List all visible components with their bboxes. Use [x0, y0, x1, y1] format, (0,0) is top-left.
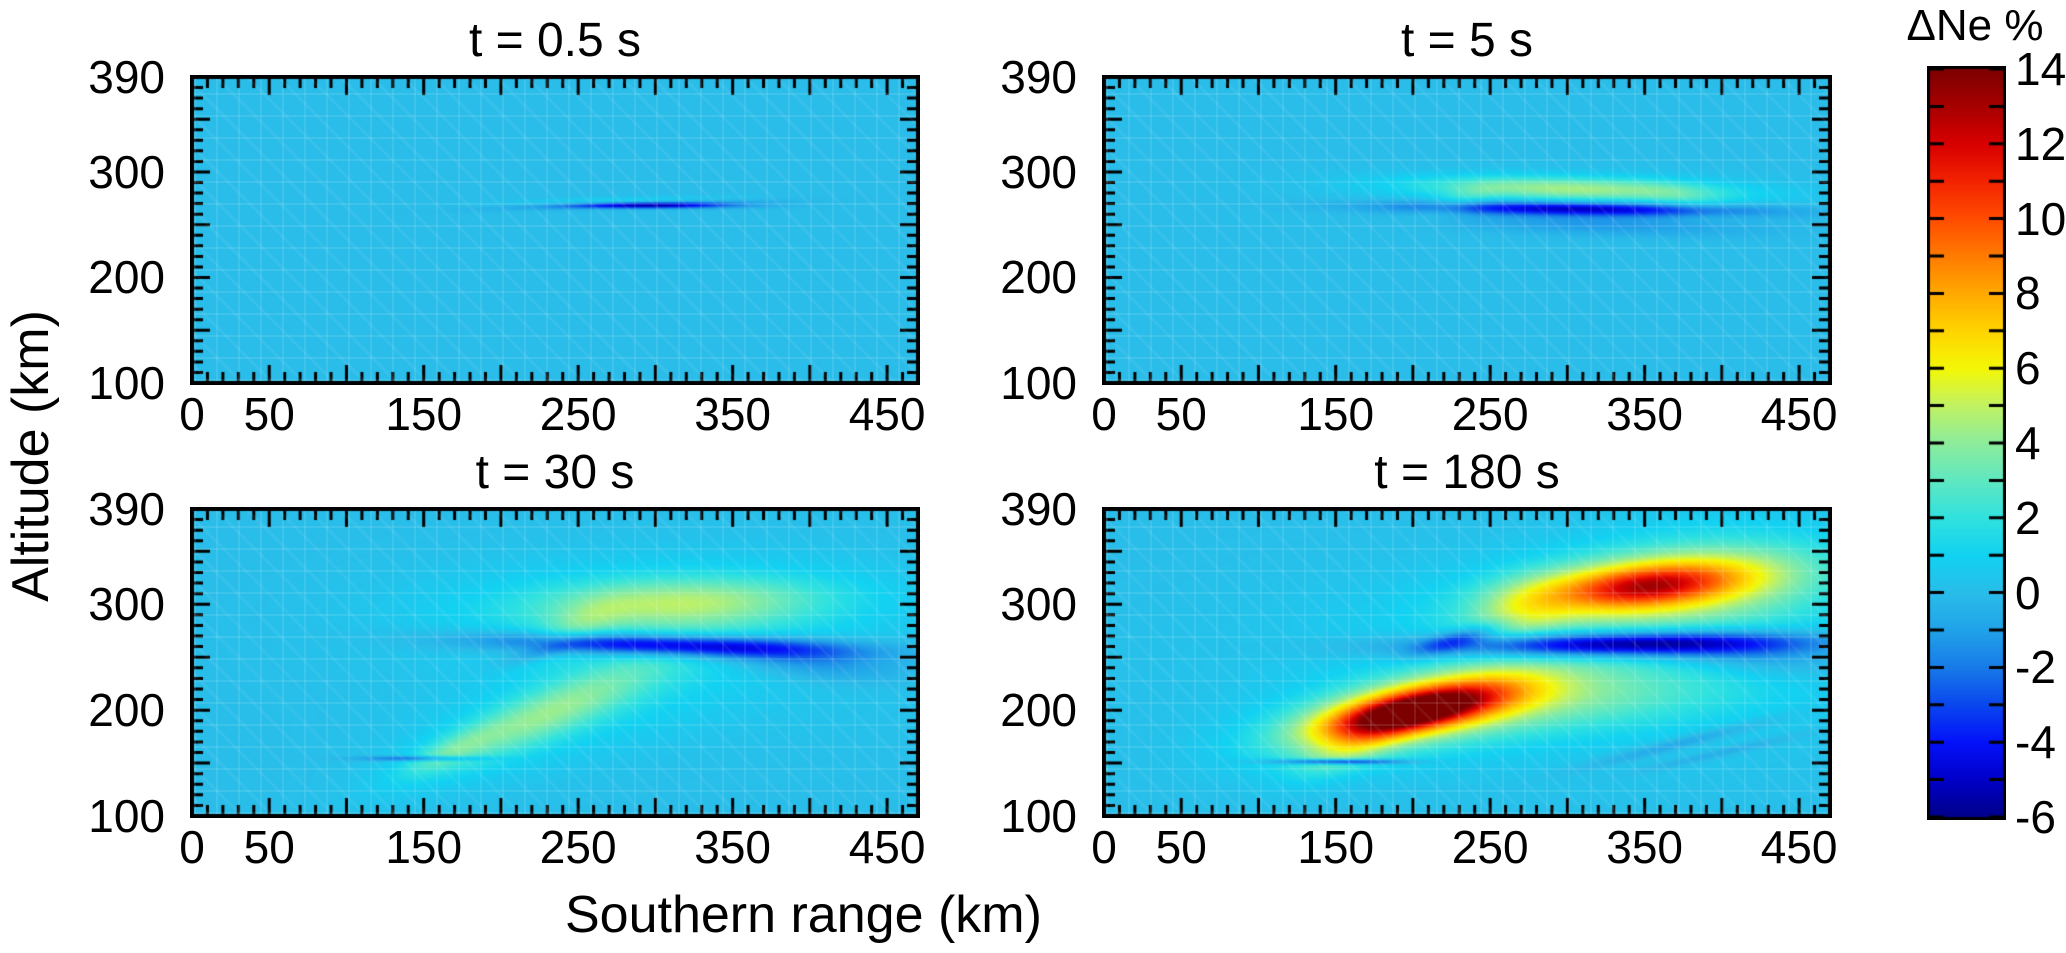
panel-t-180s: t = 180 s 0 50 150 250 350 450 390 300 200 100	[1000, 446, 1837, 870]
x-tick-label: 250	[1451, 388, 1529, 440]
x-tick-labels: 0 50 150 250 350 450	[1091, 385, 1837, 441]
y-tick-label: 100	[88, 790, 165, 842]
y-tick-label: 200	[88, 684, 165, 737]
x-tick-label: 50	[243, 388, 295, 440]
colorbar-tick-label: 2	[2015, 491, 2041, 544]
x-tick-labels: 0 50 150 250 350 450	[1091, 818, 1837, 874]
panel-t-0p5s: t = 0.5 s 0 50 150 250 350 450 390 300 200 100	[88, 14, 925, 437]
y-tick-label: 200	[1000, 251, 1077, 304]
x-tick-labels: 0 50 150 250 350 450	[179, 818, 925, 874]
colorbar-canvas	[1927, 66, 2006, 820]
y-tick-labels: 390 300 200 100	[25, 485, 175, 840]
y-tick-label: 390	[88, 483, 165, 535]
y-tick-labels: 390 300 200 100	[937, 53, 1087, 407]
x-tick-label: 150	[385, 388, 463, 440]
y-tick-label: 300	[1000, 145, 1077, 198]
x-tick-labels: 0 50 150 250 350 450	[179, 385, 925, 441]
colorbar-tick-label: -6	[2015, 791, 2056, 843]
x-tick-label: 450	[1760, 388, 1838, 440]
heatmap-canvas-t-0p5s	[190, 75, 920, 385]
x-tick-label: 250	[539, 388, 617, 440]
x-tick-label: 450	[848, 821, 926, 873]
x-tick-label: 450	[848, 388, 926, 440]
x-tick-label: 0	[1091, 388, 1117, 440]
y-tick-label: 390	[1000, 483, 1077, 535]
panel-t-30s: t = 30 s 0 50 150 250 350 450 390 300 200 100	[88, 446, 925, 870]
x-tick-label: 0	[179, 821, 205, 873]
x-tick-label: 0	[1091, 821, 1117, 873]
panel-title-t-5s: t = 5 s	[1400, 14, 1534, 67]
y-tick-label: 390	[88, 51, 165, 103]
x-tick-label: 350	[1606, 821, 1683, 873]
y-tick-label: 200	[88, 251, 165, 304]
heatmap-canvas-t-5s	[1102, 75, 1832, 385]
y-tick-labels: 390 300 200 100	[937, 485, 1087, 840]
y-tick-labels: 390 300 200 100	[25, 53, 175, 407]
colorbar-tick-label: -2	[2015, 641, 2056, 694]
x-tick-label: 0	[179, 388, 205, 440]
x-tick-label: 50	[1155, 821, 1207, 873]
x-tick-label: 350	[694, 388, 771, 440]
x-tick-label: 50	[243, 821, 295, 873]
y-tick-label: 100	[1000, 790, 1077, 842]
x-tick-label: 150	[1297, 388, 1375, 440]
x-tick-label: 250	[1451, 821, 1529, 873]
y-tick-label: 100	[1000, 357, 1077, 409]
colorbar-tick-label: 4	[2015, 417, 2041, 469]
panel-title-t-0p5s: t = 0.5 s	[468, 14, 642, 67]
x-tick-label: 450	[1760, 821, 1838, 873]
x-tick-label: 150	[1297, 821, 1375, 873]
y-tick-label: 390	[1000, 51, 1077, 103]
heatmap-canvas-t-30s	[190, 507, 920, 818]
x-axis-label: Southern range (km)	[565, 886, 1042, 944]
heatmap-canvas-t-180s	[1102, 507, 1832, 818]
x-tick-label: 350	[1606, 388, 1683, 440]
colorbar-tick-label: -4	[2015, 716, 2056, 769]
panel-title-t-30s: t = 30 s	[475, 446, 635, 499]
x-tick-label: 250	[539, 821, 617, 873]
y-tick-label: 300	[88, 145, 165, 198]
y-tick-label: 300	[88, 578, 165, 631]
y-tick-label: 300	[1000, 578, 1077, 631]
colorbar-tick-label: 14	[2015, 43, 2066, 95]
y-tick-label: 200	[1000, 684, 1077, 737]
y-tick-label: 100	[88, 357, 165, 409]
colorbar-tick-label: 0	[2015, 566, 2041, 619]
panel-title-t-180s: t = 180 s	[1374, 446, 1560, 499]
x-tick-label: 50	[1155, 388, 1207, 440]
colorbar-tick-label: 8	[2015, 267, 2041, 320]
x-tick-label: 350	[694, 821, 771, 873]
x-tick-label: 150	[385, 821, 463, 873]
y-axis-label: Altitude (km)	[2, 310, 60, 602]
colorbar-tick-label: 10	[2015, 192, 2066, 245]
colorbar-label: ΔNe %	[1906, 1, 2044, 50]
panel-t-5s: t = 5 s 0 50 150 250 350 450 390 300 200 100	[1000, 14, 1837, 437]
colorbar-tick-label: 6	[2015, 342, 2041, 395]
colorbar: 14 12 10 8 6 4 2 0 -2 -4 -6	[1927, 44, 2066, 842]
colorbar-tick-label: 12	[2015, 117, 2066, 170]
